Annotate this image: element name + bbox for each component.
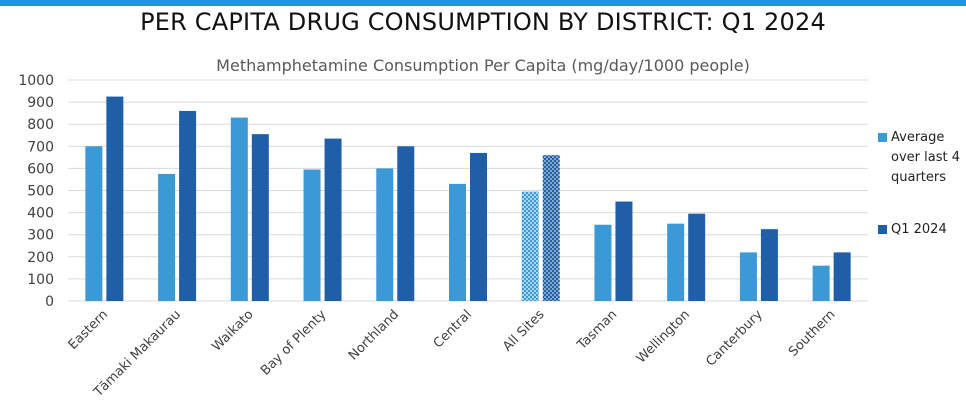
y-tick-label: 0: [45, 294, 54, 310]
bar-q1-6: [470, 152, 487, 301]
bar-average-10: [739, 252, 757, 301]
y-tick-label: 600: [27, 161, 54, 177]
y-tick-label: 500: [27, 184, 54, 200]
x-tick-label: All Sites: [500, 307, 548, 355]
bar-average-4: [303, 169, 321, 301]
y-tick-label: 200: [27, 250, 54, 266]
bar-average-3: [230, 117, 248, 301]
y-tick-label: 100: [27, 272, 54, 288]
x-tick-label: Canterbury: [703, 307, 766, 370]
legend-swatch-q1: [878, 225, 887, 234]
y-tick-label: 400: [27, 206, 54, 222]
bar-q1-10: [760, 229, 778, 301]
bar-q1-3: [251, 134, 269, 301]
bar-average-5: [376, 168, 394, 301]
x-tick-label: Northland: [346, 307, 402, 363]
bar-q1-7: [542, 155, 560, 301]
y-tick-label: 900: [27, 95, 54, 111]
x-tick-label: Tasman: [574, 307, 620, 353]
bar-q1-8: [615, 201, 633, 301]
y-axis-ticks: 0 100 200 300 400 500 600 700 800 900 1000: [18, 73, 54, 310]
bar-average-6: [449, 183, 466, 301]
y-tick-label: 300: [27, 228, 54, 244]
bar-q1-4: [324, 138, 342, 301]
bar-q1-9: [688, 213, 706, 301]
x-tick-label: Eastern: [66, 307, 112, 353]
bar-q1-11: [833, 252, 851, 301]
y-tick-label: 1000: [18, 73, 54, 89]
legend-swatch-average: [878, 133, 887, 142]
legend-label-q1: Q1 2024: [891, 222, 947, 237]
x-tick-label: Wellington: [634, 307, 693, 366]
bar-average-7: [521, 191, 539, 301]
grid-lines: [68, 79, 868, 302]
bar-q1-1: [106, 96, 124, 301]
bar-q1-5: [397, 146, 415, 301]
bar-average-11: [812, 265, 830, 301]
x-tick-label: Waikato: [209, 307, 256, 354]
y-tick-label: 800: [27, 117, 54, 133]
chart-subtitle: Methamphetamine Consumption Per Capita (…: [216, 56, 750, 75]
top-accent-bar: [0, 0, 966, 6]
x-tick-label: Southern: [786, 307, 838, 359]
bar-average-1: [85, 146, 103, 301]
bar-average-8: [594, 224, 612, 301]
bar-average-9: [667, 223, 685, 301]
chart-title: PER CAPITA DRUG CONSUMPTION BY DISTRICT:…: [140, 8, 826, 36]
y-tick-label: 700: [27, 139, 54, 155]
legend-label-average: Average over last 4 quarters: [891, 130, 960, 185]
x-tick-label: Bay of Plenty: [258, 307, 330, 379]
bar-average-2: [158, 173, 176, 301]
bars: [85, 96, 851, 301]
x-tick-label: Central: [431, 307, 475, 351]
bar-q1-2: [179, 110, 197, 301]
